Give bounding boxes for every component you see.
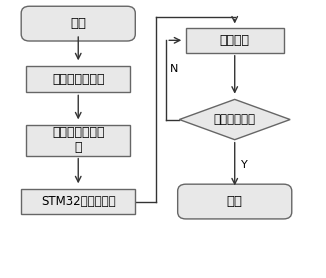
Text: Y: Y xyxy=(241,160,248,170)
FancyBboxPatch shape xyxy=(186,28,284,53)
FancyBboxPatch shape xyxy=(26,125,130,156)
Text: 三轴传感器初始
化: 三轴传感器初始 化 xyxy=(52,126,105,154)
FancyBboxPatch shape xyxy=(26,66,130,92)
FancyBboxPatch shape xyxy=(21,189,135,214)
Text: 结束: 结束 xyxy=(227,195,243,208)
Text: STM32串口初始化: STM32串口初始化 xyxy=(41,195,115,208)
Text: 数据采集: 数据采集 xyxy=(220,34,250,47)
Text: 开始: 开始 xyxy=(70,17,86,30)
Polygon shape xyxy=(179,100,290,140)
Text: 无线数据发送: 无线数据发送 xyxy=(214,113,256,126)
Text: 温度模块初始化: 温度模块初始化 xyxy=(52,73,105,86)
FancyBboxPatch shape xyxy=(178,184,292,219)
Text: N: N xyxy=(170,64,178,74)
FancyBboxPatch shape xyxy=(21,6,135,41)
